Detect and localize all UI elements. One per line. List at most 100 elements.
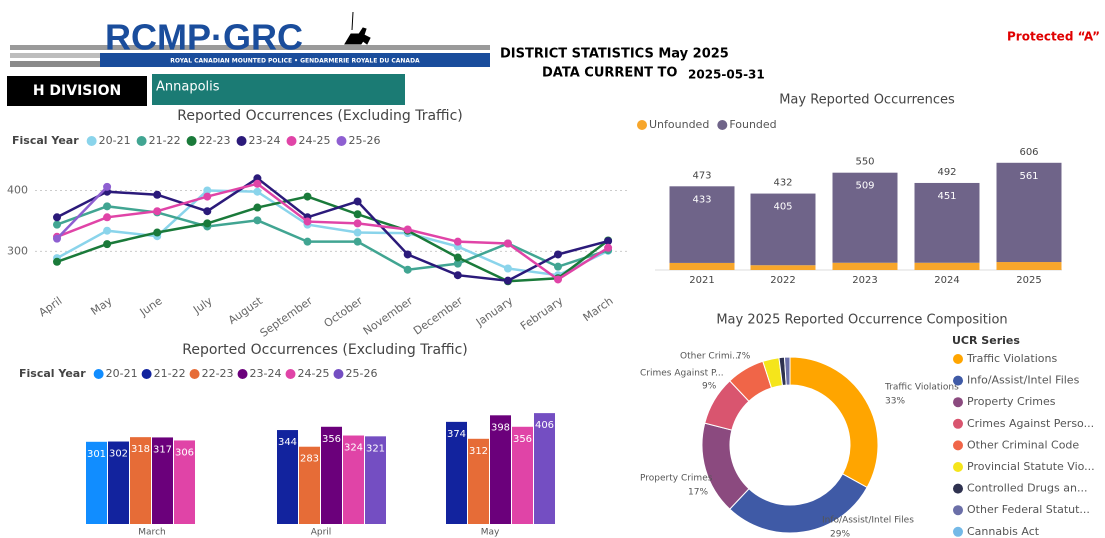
chart-title: Reported Occurrences (Excluding Traffic) (182, 342, 467, 358)
legend-swatch (336, 136, 347, 146)
data-label: 356 (322, 434, 341, 445)
bar-segment (914, 182, 980, 263)
x-tick-label: 2025 (1016, 275, 1041, 286)
legend-label: Founded (729, 118, 776, 131)
legend-swatch (953, 375, 963, 386)
callout-label: Crimes Against P... (640, 369, 724, 379)
x-tick-label: March (138, 528, 165, 538)
point (103, 202, 112, 211)
legend-label: 22-23 (199, 134, 231, 147)
legend-swatch (189, 369, 200, 379)
data-label: 433 (692, 194, 711, 205)
callout-label: Property Crimes (640, 474, 713, 484)
logo-stripe (10, 45, 490, 50)
legend-title: Fiscal Year (12, 134, 79, 147)
y-tick-label: 300 (7, 244, 28, 257)
bar-segment (669, 262, 735, 270)
bar-segment (996, 162, 1062, 263)
bar (534, 413, 555, 524)
data-label: 324 (344, 443, 363, 454)
data-label: 451 (937, 191, 956, 202)
district: Annapolis (156, 80, 220, 95)
legend-swatch (953, 397, 963, 408)
data-current-label: DATA CURRENT TO (542, 66, 677, 81)
data-label: 405 (773, 202, 792, 213)
total-label: 550 (855, 157, 874, 168)
bar (343, 435, 364, 524)
legend-label: 22-23 (202, 367, 234, 380)
point (554, 250, 562, 259)
legend-label: 21-22 (154, 367, 186, 380)
x-tick-label: September (258, 294, 316, 340)
callout-value: 9% (702, 382, 717, 392)
series-line (56, 176, 609, 282)
legend-swatch (237, 369, 248, 379)
point (303, 217, 312, 226)
legend-label: Unfounded (649, 118, 709, 131)
bar-segment (996, 262, 1062, 270)
point (253, 216, 262, 225)
point (604, 237, 613, 246)
data-label: 317 (153, 444, 172, 455)
legend-title: Fiscal Year (19, 367, 86, 380)
bar-segment (832, 262, 898, 270)
point (453, 237, 462, 246)
point (303, 237, 312, 246)
division-box (7, 76, 147, 106)
y-tick-label: 400 (7, 183, 28, 196)
bar (152, 437, 173, 524)
callout-value: 17% (688, 488, 708, 498)
series-line (56, 185, 108, 240)
legend-swatch (236, 136, 247, 146)
data-label: 321 (366, 443, 385, 454)
legend-label: Other Federal Statut... (967, 503, 1090, 516)
point (53, 213, 61, 222)
x-tick-label: April (311, 528, 332, 538)
point (153, 228, 162, 237)
legend-label: 24-25 (299, 134, 331, 147)
legend-swatch (953, 526, 963, 537)
legend-swatch (637, 120, 647, 130)
data-label: 374 (447, 429, 466, 440)
callout-label: Traffic Violations (884, 383, 959, 393)
point (503, 239, 512, 248)
legend-swatch (953, 462, 963, 472)
x-tick-label: February (518, 294, 566, 333)
point (503, 264, 512, 273)
callout-value: 29% (830, 530, 850, 538)
point (203, 219, 212, 228)
legend-swatch (953, 418, 963, 429)
bar (299, 446, 320, 524)
point (503, 276, 512, 285)
legend-label: Other Criminal Code (967, 438, 1079, 451)
point (53, 220, 61, 229)
bar (446, 421, 467, 524)
bar-segment (750, 265, 816, 270)
point (153, 207, 162, 216)
donut-slice (789, 356, 879, 489)
classification: Protected “A” (1007, 30, 1100, 44)
chart-title: Reported Occurrences (Excluding Traffic) (177, 108, 462, 124)
point (403, 265, 412, 274)
data-label: 344 (278, 437, 297, 448)
chart-title: May Reported Occurrences (779, 93, 955, 108)
legend-swatch (86, 136, 97, 146)
bar-segment (669, 186, 735, 263)
x-tick-label: 2023 (852, 275, 877, 286)
data-current-date: 2025-05-31 (688, 68, 765, 82)
bar (490, 415, 511, 524)
bar (174, 440, 195, 524)
legend-swatch (953, 354, 963, 364)
district-box (152, 74, 405, 105)
bar (321, 426, 342, 524)
logo-band (100, 53, 490, 67)
point (103, 213, 112, 222)
point (353, 219, 362, 228)
point (53, 257, 61, 266)
data-label: 398 (491, 422, 510, 433)
legend-label: Provincial Statute Vio... (967, 460, 1095, 473)
division: H DIVISION (33, 83, 121, 99)
data-label: 509 (855, 181, 874, 192)
callout-label: Other Crimi... (680, 352, 741, 362)
callout-value: 7% (736, 352, 751, 362)
